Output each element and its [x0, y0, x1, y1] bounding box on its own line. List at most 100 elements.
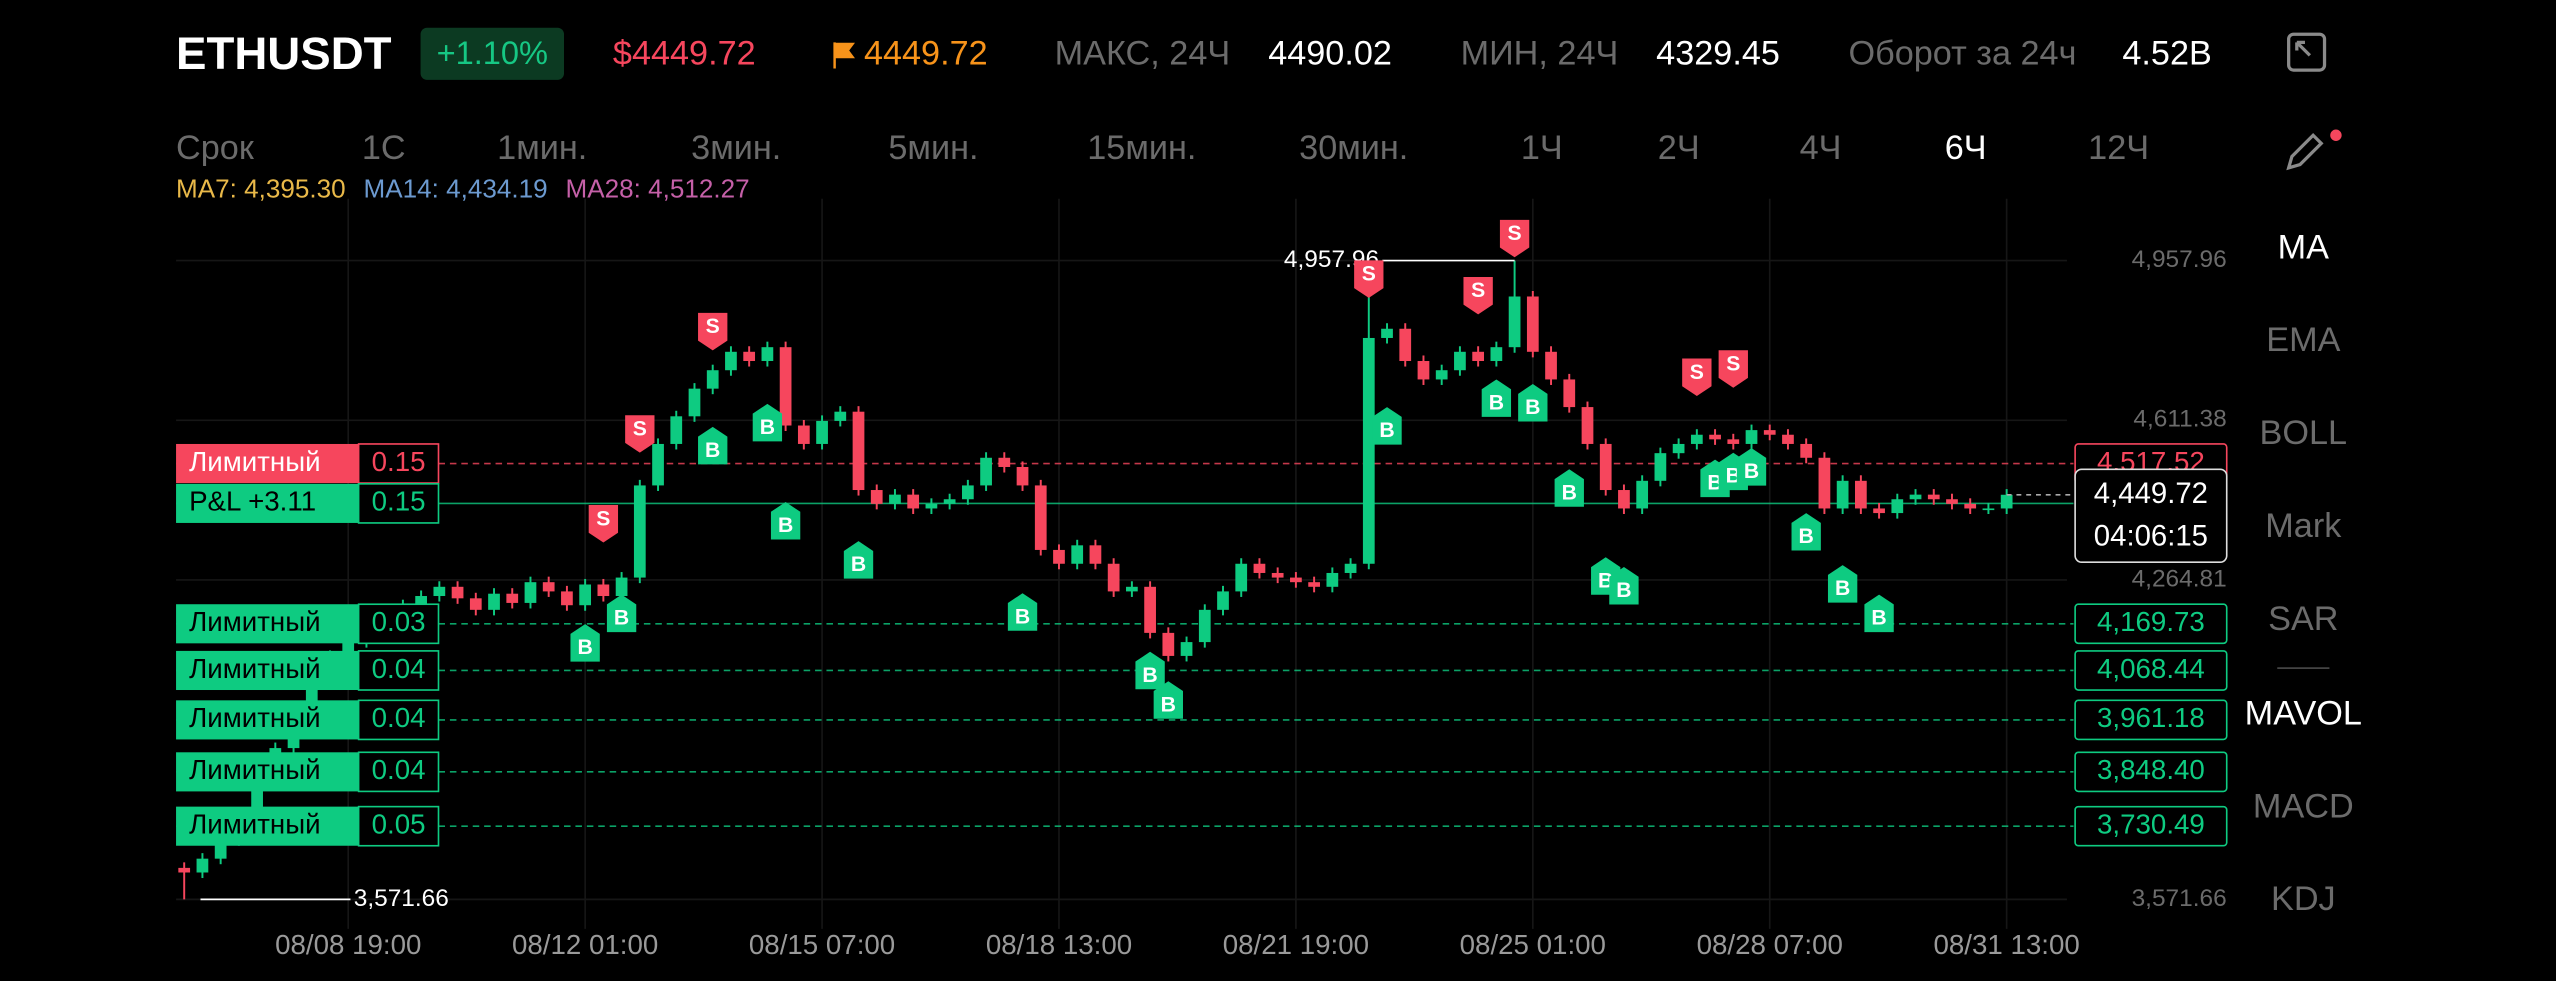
indicator[interactable]: KDJ: [2271, 880, 2336, 918]
indicator[interactable]: Mark: [2265, 507, 2342, 545]
candle-body: [1526, 296, 1539, 352]
notice-dot: [2330, 129, 2342, 141]
trade-marker-label: B: [778, 514, 793, 537]
order-label: Лимитный: [189, 754, 321, 785]
candle-body: [1271, 572, 1284, 578]
order-price-tag: [2074, 699, 2228, 741]
candle-body: [870, 490, 883, 504]
timeframe[interactable]: 12Ч: [2088, 129, 2149, 167]
order-price: 3,961.18: [2097, 702, 2205, 733]
trade-marker: [843, 541, 874, 579]
candle-body: [1089, 545, 1102, 564]
candle-body: [1946, 499, 1958, 504]
trade-marker: [1518, 384, 1548, 422]
indicator[interactable]: BOLL: [2260, 414, 2348, 452]
trade-marker: [1153, 681, 1183, 719]
order-price: 4,068.44: [2097, 653, 2205, 684]
candle-body: [1727, 439, 1740, 444]
candle-body: [1545, 351, 1557, 380]
x-tick-label: 08/15 07:00: [749, 929, 895, 960]
indicator[interactable]: MAVOL: [2245, 694, 2362, 732]
order-label-box: [176, 700, 359, 740]
indicator[interactable]: SAR: [2268, 600, 2338, 638]
candle-body: [1745, 430, 1758, 444]
candle-body: [652, 443, 664, 486]
indicator[interactable]: MA: [2278, 228, 2330, 266]
trade-marker-label: B: [1871, 607, 1886, 630]
order-qty-box: [357, 805, 440, 847]
trade-marker: [1827, 565, 1858, 603]
high-value: 4490.02: [1268, 34, 1392, 72]
indicator[interactable]: MACD: [2253, 787, 2354, 825]
candle-body: [469, 598, 482, 610]
timeframe[interactable]: 4Ч: [1800, 129, 1842, 167]
timeframe[interactable]: 15мин.: [1087, 129, 1196, 167]
timeframe[interactable]: 1Ч: [1521, 129, 1563, 167]
trade-marker: [1718, 350, 1748, 388]
flag-icon: [833, 42, 855, 69]
candle-body: [1690, 434, 1703, 444]
candle-body: [1180, 642, 1193, 656]
low-value: 4329.45: [1656, 34, 1780, 72]
candle-body: [1927, 494, 1940, 500]
candle-body: [1126, 586, 1138, 592]
position-label-box: [176, 483, 359, 523]
candle-body: [816, 420, 828, 444]
indicator[interactable]: EMA: [2266, 321, 2340, 359]
candle-body: [633, 485, 646, 578]
candle-body: [1107, 563, 1120, 592]
trade-marker-label: S: [633, 417, 647, 440]
timeframe[interactable]: 30мин.: [1299, 129, 1408, 167]
candle-body: [506, 593, 519, 603]
timeframe[interactable]: 6Ч: [1945, 129, 1987, 167]
trade-marker: [1682, 358, 1712, 396]
trade-marker: [698, 312, 728, 351]
candle-body: [1599, 443, 1612, 491]
low-label: МИН, 24Ч: [1461, 34, 1619, 72]
trade-marker: [606, 594, 637, 633]
trade-marker: [570, 624, 600, 662]
candle-body: [1326, 572, 1339, 587]
position-qty: 0.15: [372, 486, 426, 517]
order-price-tag: [2074, 650, 2228, 691]
candle-body: [1891, 499, 1904, 514]
turnover-value: 4.52B: [2122, 34, 2211, 72]
expand-icon[interactable]: [2287, 32, 2327, 72]
timeframe[interactable]: 1мин.: [497, 129, 587, 167]
y-tick-label: 3,571.66: [2132, 885, 2227, 912]
last-price-box: [2074, 468, 2228, 564]
order-label: Лимитный: [189, 653, 321, 684]
timeframe[interactable]: 1С: [362, 129, 406, 167]
timeframe[interactable]: 3мин.: [691, 129, 781, 167]
candle-body: [1399, 328, 1412, 362]
timeframe[interactable]: 2Ч: [1658, 129, 1700, 167]
trade-marker: [770, 502, 801, 540]
y-tick-label: 4,611.38: [2133, 406, 2226, 433]
trade-marker: [1354, 260, 1384, 298]
pencil-icon[interactable]: [2286, 129, 2342, 171]
candle-body: [834, 411, 847, 421]
trade-marker-label: S: [706, 315, 720, 338]
candle-body: [1763, 430, 1776, 435]
candle-body: [1654, 453, 1667, 481]
trade-marker: [625, 415, 655, 453]
candle-body: [961, 485, 974, 500]
candle-body: [342, 642, 355, 656]
order-label: Лимитный: [189, 446, 321, 477]
candle-body: [1235, 563, 1248, 592]
trade-marker-label: B: [760, 416, 775, 439]
candle-body: [1618, 490, 1630, 509]
candle-body: [196, 858, 209, 873]
candle-body: [1636, 480, 1649, 509]
candle-body: [561, 591, 573, 606]
timeframe[interactable]: 5мин.: [888, 129, 978, 167]
candle-body: [706, 370, 719, 389]
candle-body: [1198, 609, 1211, 643]
candle-body: [1563, 379, 1576, 408]
order-price-tag: [2074, 603, 2228, 645]
ma-legend: MA28: 4,512.27: [566, 174, 750, 204]
timeframe-label: Срок: [176, 129, 255, 167]
ma-legend: MA14: 4,434.19: [364, 174, 548, 204]
candle-body: [797, 425, 810, 444]
